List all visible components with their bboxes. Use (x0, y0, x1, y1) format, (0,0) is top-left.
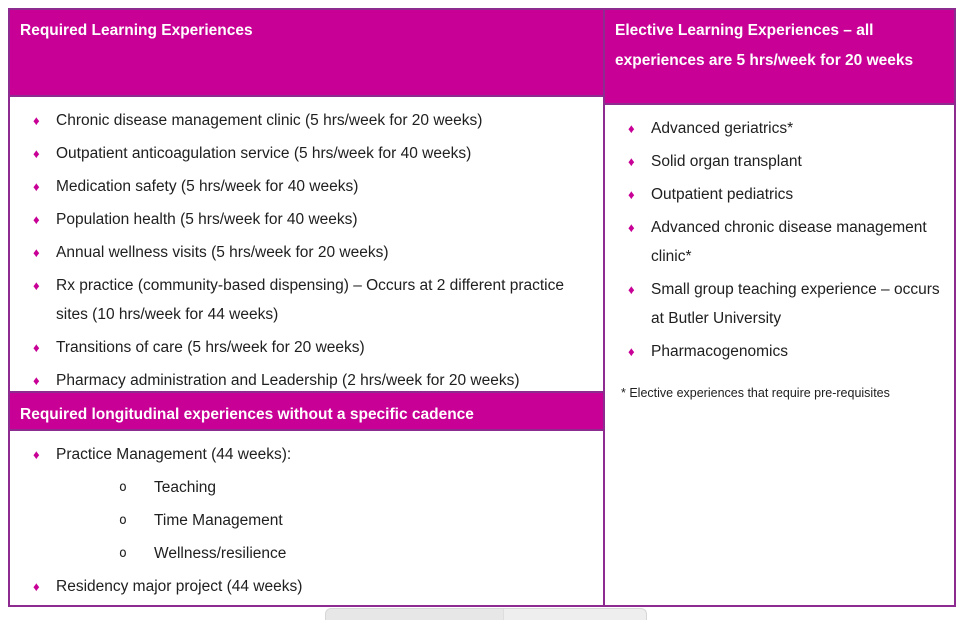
list-item: ♦ Population health (5 hrs/week for 40 w… (24, 205, 593, 234)
list-item: ♦ Practice Management (44 weeks): (24, 440, 593, 469)
list-item: ♦ Chronic disease management clinic (5 h… (24, 106, 593, 135)
list-item-label: Pharmacy administration and Leadership (… (56, 372, 520, 389)
list-item-label: Small group teaching experience – occurs… (651, 281, 940, 327)
list-item-label: Practice Management (44 weeks): (56, 446, 292, 463)
diamond-bullet-icon: ♦ (628, 187, 635, 202)
list-item-label: Population health (5 hrs/week for 40 wee… (56, 211, 358, 228)
circle-bullet-icon: o (119, 546, 127, 561)
elective-header-label: Elective Learning Experiences – all expe… (615, 22, 914, 69)
list-item: ♦ Pharmacogenomics (619, 337, 946, 366)
list-item-label: Annual wellness visits (5 hrs/week for 2… (56, 244, 389, 261)
list-item: ♦ Pharmacy administration and Leadership… (24, 366, 593, 395)
required-header-label: Required Learning Experiences (20, 22, 253, 39)
longitudinal-items-list: ♦ Practice Management (44 weeks): o Teac… (10, 431, 603, 605)
elective-items-list: ♦ Advanced geriatrics* ♦ Solid organ tra… (605, 103, 954, 605)
list-item: ♦ Medication safety (5 hrs/week for 40 w… (24, 172, 593, 201)
diamond-bullet-icon: ♦ (33, 245, 40, 260)
list-item: ♦ Rx practice (community-based dispensin… (24, 271, 593, 329)
elective-column: Elective Learning Experiences – all expe… (605, 10, 954, 605)
diamond-bullet-icon: ♦ (33, 447, 40, 462)
diamond-bullet-icon: ♦ (628, 220, 635, 235)
list-item-label: Chronic disease management clinic (5 hrs… (56, 112, 483, 129)
sub-list-item: o Teaching (24, 473, 593, 502)
diamond-bullet-icon: ♦ (628, 344, 635, 359)
list-item-label: Outpatient pediatrics (651, 186, 794, 203)
list-item: ♦ Small group teaching experience – occu… (619, 275, 946, 333)
diamond-bullet-icon: ♦ (33, 113, 40, 128)
list-item-label: Medication safety (5 hrs/week for 40 wee… (56, 178, 359, 195)
diamond-bullet-icon: ♦ (628, 154, 635, 169)
diamond-bullet-icon: ♦ (33, 212, 40, 227)
list-item-label: Rx practice (community-based dispensing)… (56, 277, 564, 323)
list-item: ♦ Solid organ transplant (619, 147, 946, 176)
diamond-bullet-icon: ♦ (33, 373, 40, 388)
prerequisites-footnote: * Elective experiences that require pre-… (621, 386, 890, 400)
sub-list-item: o Wellness/resilience (24, 539, 593, 568)
list-item: ♦ Outpatient pediatrics (619, 180, 946, 209)
list-item-label: Residency major project (44 weeks) (56, 578, 303, 595)
indent-spacer (24, 539, 119, 568)
list-item: ♦ Transitions of care (5 hrs/week for 20… (24, 333, 593, 362)
required-column: Required Learning Experiences ♦ Chronic … (10, 10, 605, 605)
list-item-label: Solid organ transplant (651, 153, 802, 170)
list-item-label: Advanced geriatrics* (651, 120, 794, 137)
longitudinal-header-label: Required longitudinal experiences withou… (20, 406, 474, 423)
learning-experiences-table: Required Learning Experiences ♦ Chronic … (8, 8, 956, 607)
list-item: ♦ Annual wellness visits (5 hrs/week for… (24, 238, 593, 267)
list-item: ♦ Residency major project (44 weeks) (24, 572, 593, 601)
required-items-list: ♦ Chronic disease management clinic (5 h… (10, 95, 603, 391)
indent-spacer (24, 473, 119, 502)
list-item-label: Outpatient anticoagulation service (5 hr… (56, 145, 472, 162)
scrollbar-segment-left[interactable] (326, 609, 504, 620)
diamond-bullet-icon: ♦ (33, 278, 40, 293)
list-item: ♦ Advanced chronic disease management cl… (619, 213, 946, 271)
diamond-bullet-icon: ♦ (33, 579, 40, 594)
indent-spacer (24, 506, 119, 535)
diamond-bullet-icon: ♦ (33, 146, 40, 161)
diamond-bullet-icon: ♦ (33, 340, 40, 355)
list-item-label: Pharmacogenomics (651, 343, 788, 360)
scrollbar-segment-right[interactable] (504, 609, 646, 620)
list-item: ♦ Advanced geriatrics* (619, 114, 946, 143)
longitudinal-header-cell: Required longitudinal experiences withou… (10, 391, 603, 431)
sub-list-item-label: Wellness/resilience (154, 545, 287, 562)
sub-list-item-label: Teaching (154, 479, 217, 496)
list-item: ♦ Outpatient anticoagulation service (5 … (24, 139, 593, 168)
elective-header-cell: Elective Learning Experiences – all expe… (605, 10, 954, 103)
required-header-cell: Required Learning Experiences (10, 10, 603, 95)
diamond-bullet-icon: ♦ (628, 282, 635, 297)
sub-list-item: o Time Management (24, 506, 593, 535)
diamond-bullet-icon: ♦ (33, 179, 40, 194)
sub-list-item-label: Time Management (154, 512, 283, 529)
list-item-label: Transitions of care (5 hrs/week for 20 w… (56, 339, 365, 356)
circle-bullet-icon: o (119, 480, 127, 495)
circle-bullet-icon: o (119, 513, 127, 528)
diamond-bullet-icon: ♦ (628, 121, 635, 136)
horizontal-scrollbar[interactable] (325, 608, 647, 620)
list-item-label: Advanced chronic disease management clin… (651, 219, 927, 265)
